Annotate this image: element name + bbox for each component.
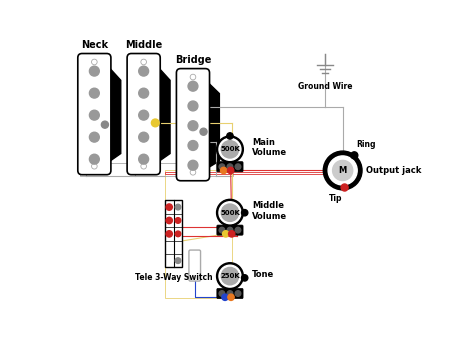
Circle shape (222, 294, 228, 300)
Circle shape (227, 164, 233, 170)
Circle shape (219, 265, 241, 287)
FancyBboxPatch shape (78, 54, 111, 175)
Circle shape (221, 141, 238, 158)
Circle shape (139, 132, 148, 142)
Circle shape (200, 128, 207, 135)
Circle shape (227, 227, 233, 233)
Text: 500K: 500K (220, 146, 240, 152)
Circle shape (188, 121, 198, 131)
Circle shape (139, 66, 148, 76)
Circle shape (228, 167, 234, 174)
Circle shape (190, 169, 196, 175)
Circle shape (227, 133, 233, 139)
Circle shape (188, 141, 198, 151)
Circle shape (235, 164, 241, 170)
Circle shape (166, 217, 173, 224)
Circle shape (90, 66, 99, 76)
Circle shape (228, 294, 234, 300)
Circle shape (217, 136, 243, 163)
Circle shape (139, 88, 148, 98)
Text: Ring: Ring (356, 140, 375, 149)
Text: Main
Volume: Main Volume (252, 138, 287, 157)
FancyBboxPatch shape (217, 162, 243, 172)
Circle shape (219, 202, 241, 224)
Circle shape (220, 167, 227, 174)
Text: Tone: Tone (252, 270, 274, 279)
Circle shape (90, 132, 99, 142)
Text: Tip: Tip (329, 194, 343, 203)
Text: Middle
Volume: Middle Volume (252, 201, 287, 221)
Circle shape (227, 291, 233, 296)
Circle shape (139, 110, 148, 120)
Circle shape (91, 163, 97, 169)
FancyBboxPatch shape (217, 225, 243, 235)
Text: M: M (338, 166, 347, 175)
Circle shape (139, 154, 148, 164)
Circle shape (188, 160, 198, 170)
Circle shape (219, 291, 225, 296)
Circle shape (242, 275, 248, 281)
Circle shape (221, 267, 238, 285)
Circle shape (190, 74, 196, 80)
Circle shape (235, 227, 241, 233)
Circle shape (91, 59, 97, 65)
Circle shape (175, 231, 181, 237)
Circle shape (101, 121, 109, 128)
Circle shape (219, 164, 225, 170)
Circle shape (141, 163, 146, 169)
Circle shape (323, 151, 362, 190)
Polygon shape (156, 65, 170, 163)
Circle shape (219, 227, 225, 233)
Circle shape (219, 138, 241, 160)
Circle shape (166, 231, 173, 237)
Circle shape (175, 204, 181, 210)
Circle shape (166, 204, 173, 210)
FancyBboxPatch shape (165, 200, 182, 267)
Text: 500K: 500K (220, 210, 240, 216)
Text: 250K: 250K (220, 273, 240, 279)
Circle shape (188, 81, 198, 91)
Circle shape (90, 154, 99, 164)
Circle shape (175, 258, 181, 263)
Circle shape (341, 184, 348, 191)
FancyBboxPatch shape (189, 250, 201, 281)
Circle shape (217, 200, 243, 226)
Circle shape (333, 160, 353, 181)
Circle shape (351, 152, 358, 159)
FancyBboxPatch shape (217, 289, 243, 299)
Circle shape (235, 291, 241, 296)
Polygon shape (205, 80, 219, 169)
Circle shape (151, 119, 159, 127)
Circle shape (217, 263, 243, 290)
Circle shape (223, 231, 229, 237)
FancyBboxPatch shape (127, 54, 160, 175)
Text: Neck: Neck (81, 40, 108, 50)
Text: Output jack: Output jack (365, 166, 421, 175)
Circle shape (228, 231, 235, 237)
FancyBboxPatch shape (176, 69, 210, 181)
Text: Bridge: Bridge (175, 55, 211, 65)
Circle shape (90, 110, 99, 120)
Circle shape (90, 88, 99, 98)
Polygon shape (107, 65, 121, 163)
Text: Ground Wire: Ground Wire (298, 82, 352, 91)
Circle shape (188, 101, 198, 111)
Text: Middle: Middle (125, 40, 162, 50)
Circle shape (242, 209, 248, 216)
Text: Tele 3-Way Switch: Tele 3-Way Switch (135, 273, 212, 282)
Circle shape (141, 59, 146, 65)
Circle shape (328, 156, 357, 185)
Circle shape (175, 218, 181, 223)
Circle shape (221, 204, 238, 222)
